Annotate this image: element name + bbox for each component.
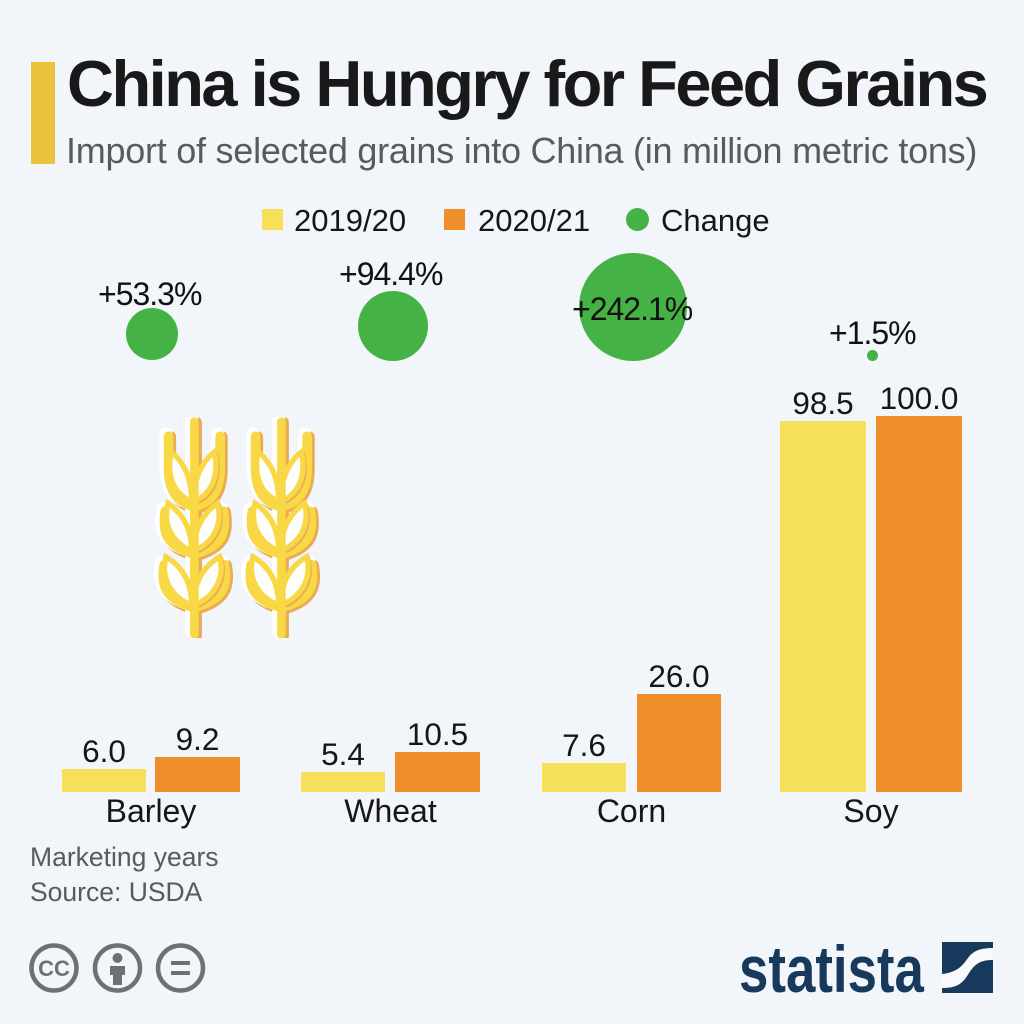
svg-text:CC: CC bbox=[38, 956, 70, 981]
